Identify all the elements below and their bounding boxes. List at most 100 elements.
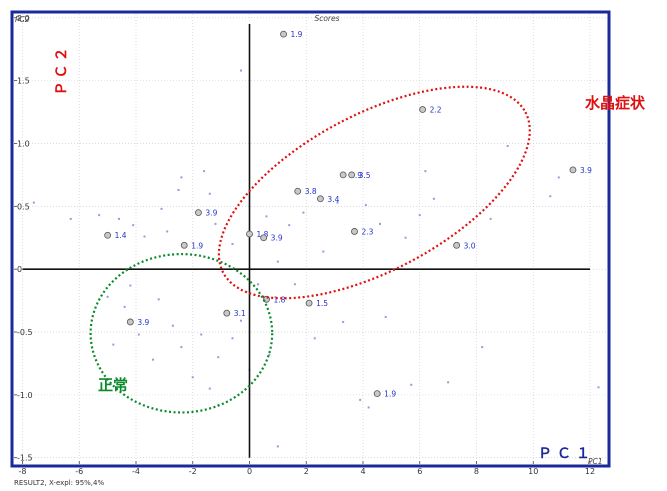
x-tick-label: -2 [189, 467, 197, 476]
labeled-point [180, 241, 188, 249]
background-point [410, 383, 413, 386]
y-tick-label: 1.5 [17, 77, 30, 86]
y-tick-label: 0 [17, 265, 22, 274]
pc1-axis-label: ＰＣ１ [538, 446, 595, 462]
background-point [364, 204, 367, 207]
background-point [288, 224, 291, 227]
labeled-point [246, 230, 253, 238]
labeled-point [126, 318, 134, 326]
background-point [177, 188, 180, 191]
background-point [152, 358, 155, 361]
background-point [276, 260, 279, 263]
background-points [32, 69, 600, 448]
background-point [157, 298, 160, 301]
background-point [217, 356, 220, 359]
point-label: 1.4 [115, 231, 127, 240]
background-point [336, 201, 339, 204]
background-point [424, 170, 427, 173]
labeled-point [569, 166, 577, 174]
labeled-point [453, 241, 461, 249]
background-point [549, 195, 552, 198]
ellipses [89, 85, 531, 414]
background-point [418, 214, 421, 217]
point-label: 1.5 [316, 299, 328, 308]
background-point [203, 170, 206, 173]
background-point [302, 211, 305, 214]
labeled-point [223, 309, 231, 317]
point-label: 3.1 [234, 309, 246, 318]
y-tick-label: 2.0 [17, 14, 30, 23]
background-point [367, 406, 370, 409]
x-tick-label: 8 [474, 467, 479, 476]
background-point [208, 192, 211, 195]
x-tick-label: -8 [19, 467, 27, 476]
background-point [191, 376, 194, 379]
labeled-point [317, 195, 324, 203]
point-label: 1.8 [256, 230, 268, 239]
x-tick-label: 10 [528, 467, 538, 476]
crystal-symptom-label: 水晶症状 [585, 94, 646, 112]
x-tick-label: -4 [132, 467, 140, 476]
background-point [265, 215, 268, 218]
point-label: 1.8 [274, 295, 286, 304]
point-label: 2.2 [430, 106, 442, 115]
background-point [123, 305, 126, 308]
labeled-point [373, 390, 381, 398]
point-label: 3.9 [350, 171, 362, 180]
background-point [132, 224, 135, 227]
point-label: 3.9 [205, 209, 217, 218]
tick-labels: -8 -6 -4 -2 0 2 4 6 8 10 12 2.0 1.5 1.0 0.5 0 -0.5 -1.0 -1… [17, 14, 595, 476]
background-point [268, 353, 271, 356]
background-point [239, 319, 242, 322]
x-tick-label: -6 [75, 467, 83, 476]
pc2-axis-label: ＰＣ２ [54, 45, 70, 96]
background-point [112, 343, 115, 346]
x-tick-label: 0 [247, 467, 252, 476]
background-point [432, 197, 435, 200]
y-axis-small-title: PC2 [15, 15, 30, 24]
point-label: 3.4 [327, 195, 339, 204]
labeled-point [260, 234, 268, 242]
labeled-point [195, 209, 202, 217]
x-tick-label: 4 [360, 467, 365, 476]
background-point [200, 333, 203, 336]
point-label: 3.8 [305, 187, 317, 196]
background-point [481, 346, 484, 349]
background-point [180, 176, 183, 179]
labeled-points: 1.92.23.93.93.53.83.43.92.31.8 3.91.41.9 3… [104, 30, 592, 399]
background-point [257, 283, 260, 286]
background-point [137, 333, 140, 336]
background-point [69, 217, 72, 220]
background-point [208, 387, 211, 390]
background-point [32, 201, 35, 204]
point-label: 1.9 [291, 30, 303, 39]
y-tick-label: -0.5 [17, 328, 33, 337]
footer-status: RESULT2, X-expl: 95%,4% [14, 479, 104, 487]
y-tick-label: 1.0 [17, 139, 30, 148]
point-label: 3.5 [359, 171, 371, 180]
background-point [322, 250, 325, 253]
background-point [231, 337, 234, 340]
background-point [313, 337, 316, 340]
point-label: 2.3 [361, 227, 373, 236]
labeled-point [419, 106, 426, 113]
green-ellipse [89, 252, 274, 414]
y-tick-label: -1.0 [17, 391, 33, 400]
red-ellipse [217, 85, 531, 300]
background-point [166, 230, 169, 233]
background-point [98, 214, 101, 217]
point-label: 3.0 [464, 241, 476, 250]
background-point [239, 69, 242, 72]
normal-label: 正常 [98, 376, 128, 394]
background-point [106, 295, 109, 298]
background-point [293, 283, 296, 286]
point-label: 3.9 [137, 318, 149, 327]
labeled-point [351, 228, 358, 235]
point-label: 1.9 [191, 241, 203, 250]
point-label: 3.9 [271, 234, 283, 243]
background-point [489, 217, 492, 220]
background-point [143, 235, 146, 238]
background-point [117, 217, 120, 220]
